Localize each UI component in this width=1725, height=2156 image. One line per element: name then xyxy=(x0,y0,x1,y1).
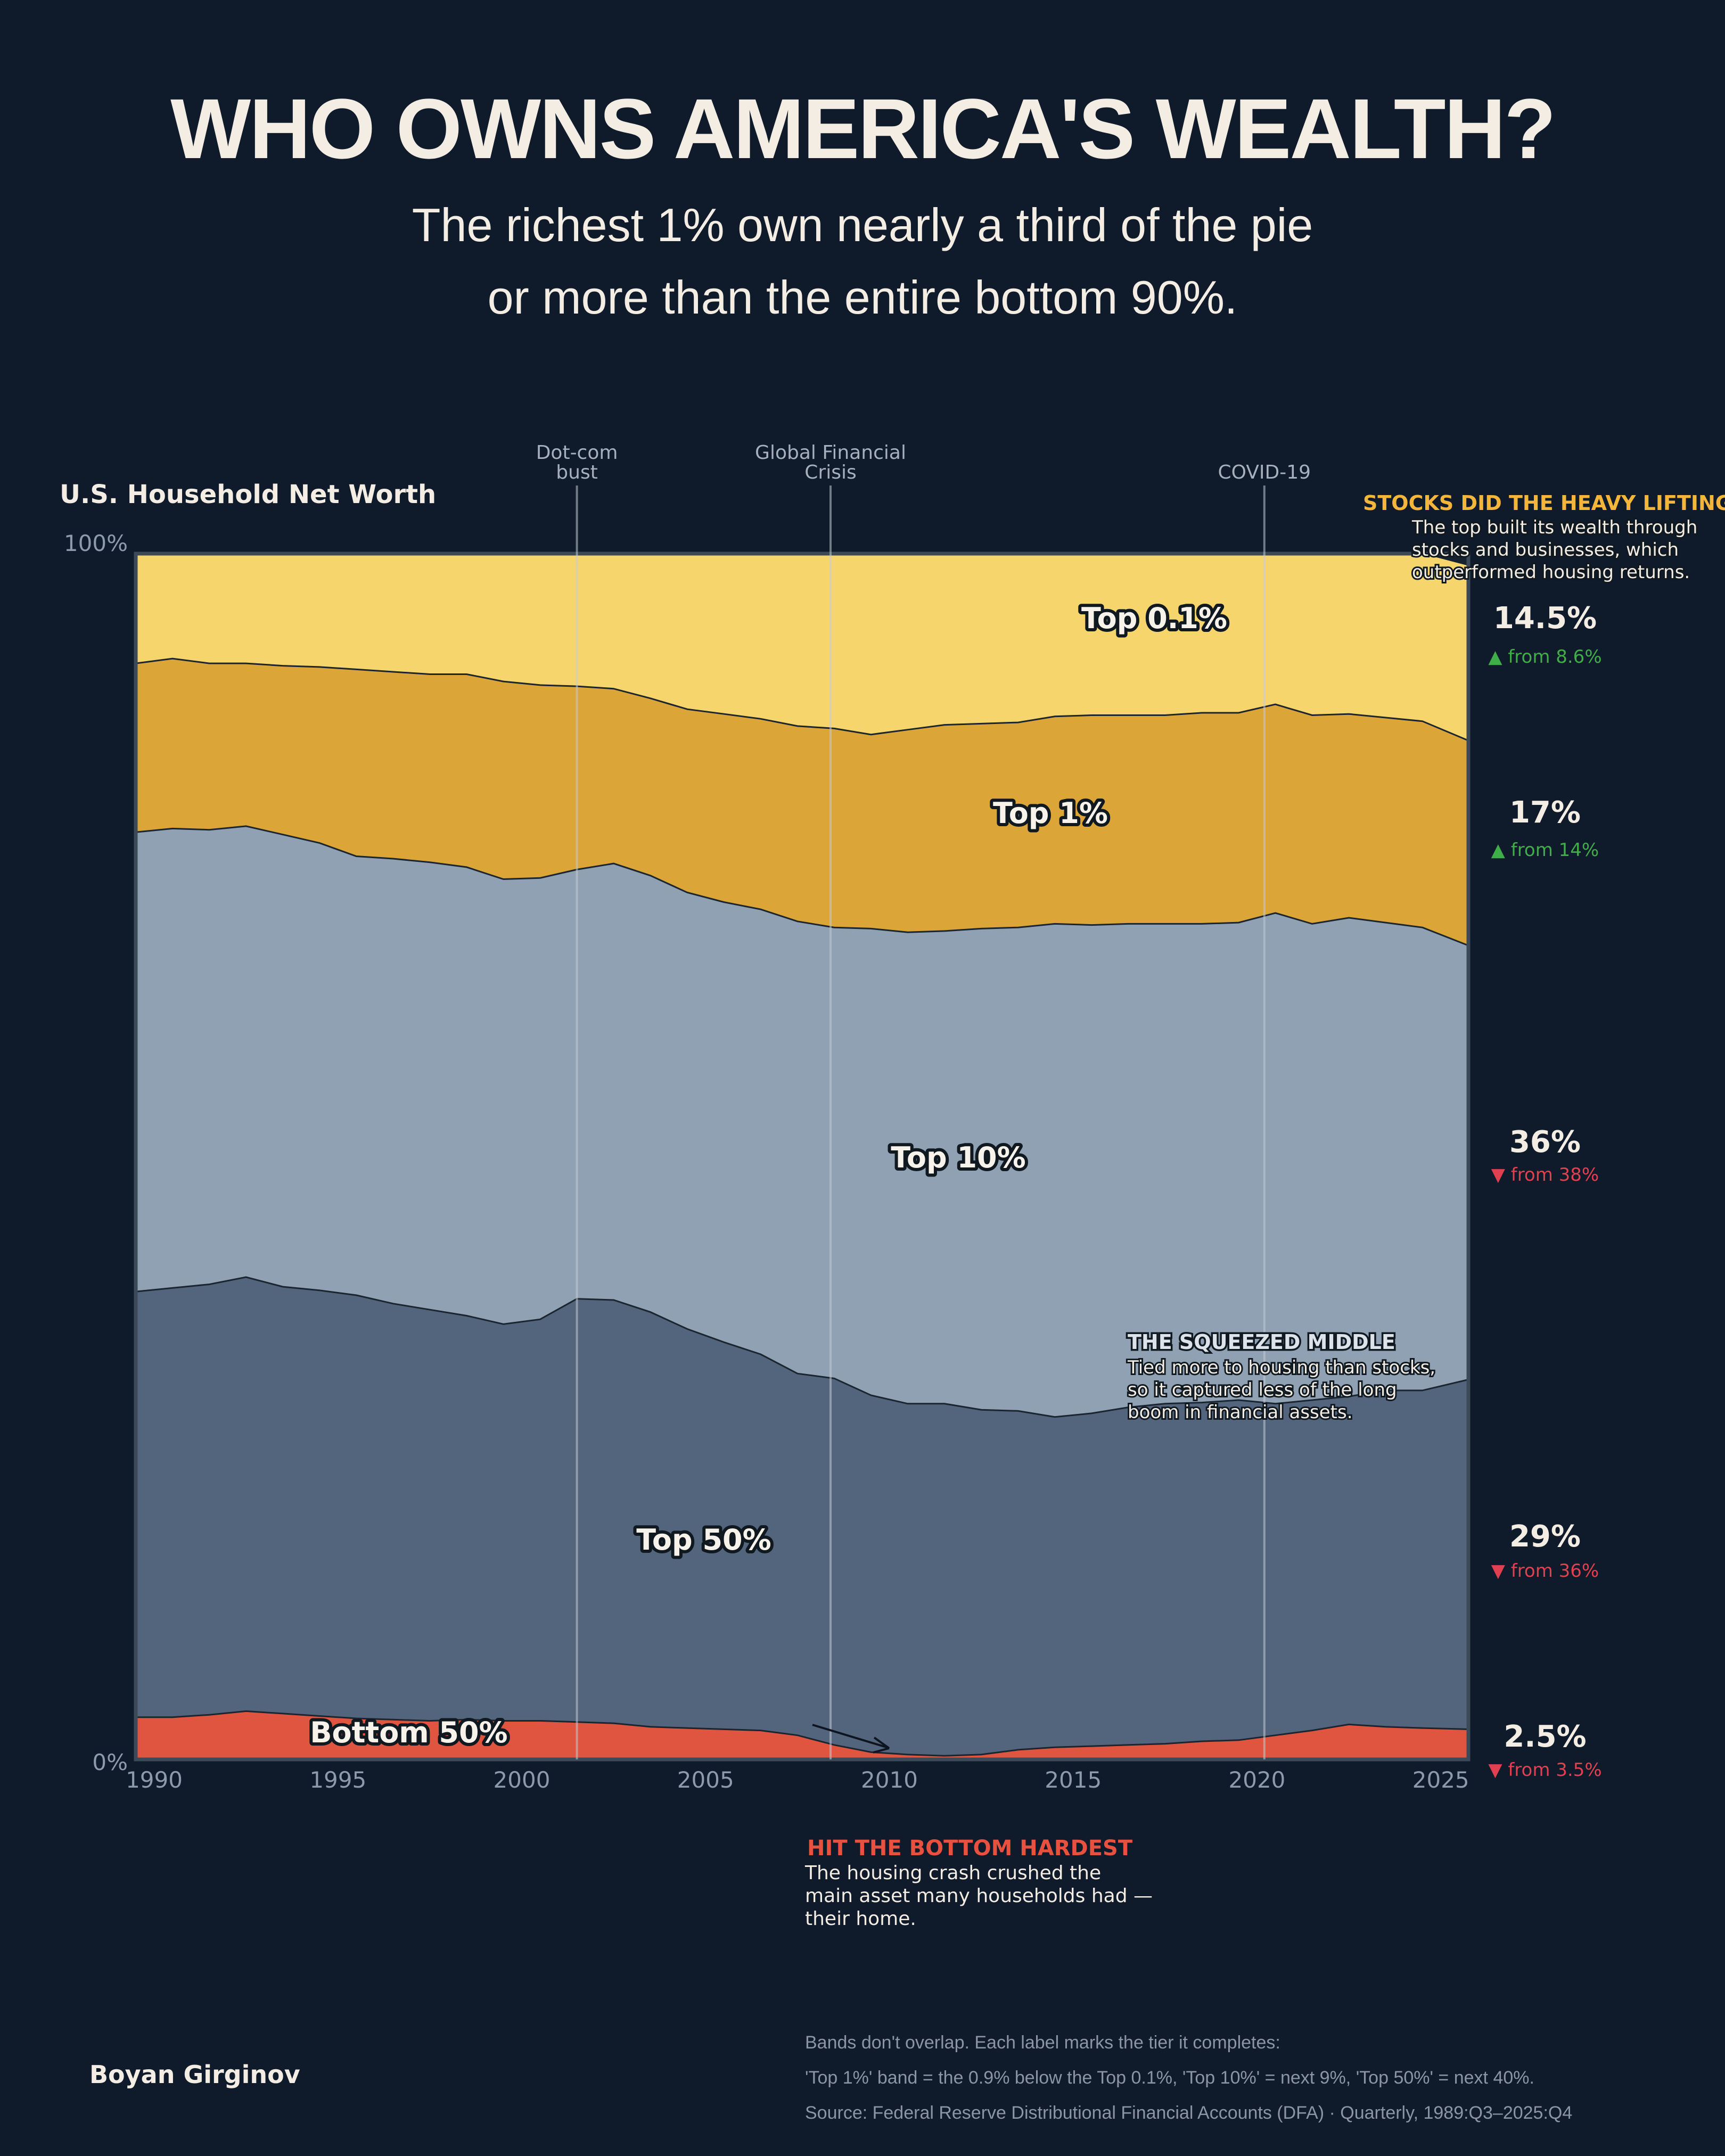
end-value-3: 29% xyxy=(1509,1519,1581,1554)
x-tick-label-2005: 2005 xyxy=(677,1767,734,1793)
stocks-annotation-line-1: stocks and businesses, which xyxy=(1412,539,1679,561)
annotation-arrow-head xyxy=(873,1737,890,1754)
band-boundary-line-3 xyxy=(135,657,1469,742)
middle-annotation-line-2: boom in financial assets. xyxy=(1128,1402,1353,1423)
end-change-0: ▲ from 8.6% xyxy=(1488,646,1601,668)
area-band-2 xyxy=(136,826,1468,1417)
x-tick-label-2010: 2010 xyxy=(861,1767,918,1793)
band-boundary-line-0 xyxy=(136,1710,1469,1757)
area-band-1 xyxy=(136,1277,1468,1756)
subtitle-line-2: or more than the entire bottom 90%. xyxy=(487,271,1238,324)
area-band-0 xyxy=(136,1711,1468,1759)
middle-annotation-line-0: Tied more to housing than stocks, xyxy=(1127,1357,1435,1378)
page-title: WHO OWNS AMERICA'S WEALTH? xyxy=(170,81,1556,176)
event-label-0-line1: Dot-com xyxy=(536,442,618,464)
annotation-arrow-line xyxy=(812,1724,889,1749)
chart-title: U.S. Household Net Worth xyxy=(60,480,436,509)
middle-annotation-title: THE SQUEEZED MIDDLE xyxy=(1128,1330,1395,1354)
stocks-annotation-line-0: The top built its wealth through xyxy=(1411,517,1697,538)
x-tick-label-2015: 2015 xyxy=(1045,1767,1102,1793)
bottom-annotation-line-1: main asset many households had — xyxy=(805,1885,1153,1907)
plot-frame xyxy=(134,552,1471,1762)
x-tick-label-2020: 2020 xyxy=(1229,1767,1286,1793)
event-label-1-line2: Crisis xyxy=(804,462,856,483)
bottom-annotation-line-2: their home. xyxy=(805,1908,916,1930)
band-label-2: Top 10% xyxy=(891,1141,1025,1174)
end-change-1: ▲ from 14% xyxy=(1491,840,1599,861)
end-change-2: ▼ from 38% xyxy=(1491,1164,1599,1186)
area-band-4 xyxy=(136,554,1468,741)
event-label-0-line2: bust xyxy=(556,462,598,483)
band-boundary-line-1 xyxy=(135,1276,1469,1418)
end-value-4: 2.5% xyxy=(1504,1719,1586,1754)
subtitle-line-1: The richest 1% own nearly a third of the… xyxy=(412,199,1313,251)
y-tick-label-bottom: 0% xyxy=(92,1749,128,1775)
x-tick-label-2000: 2000 xyxy=(494,1767,551,1793)
bottom-annotation-line-0: The housing crash crushed the xyxy=(804,1862,1101,1884)
end-value-0: 14.5% xyxy=(1493,601,1597,636)
event-label-2-line2: COVID-19 xyxy=(1218,462,1311,483)
author-credit: Boyan Girginov xyxy=(89,2060,300,2089)
stocks-annotation-line-2: outperformed housing returns. xyxy=(1412,562,1690,583)
middle-annotation-line-1: so it captured less of the long xyxy=(1128,1379,1397,1401)
band-label-4: Bottom 50% xyxy=(310,1716,507,1749)
band-boundary-line-2 xyxy=(135,825,1469,947)
source-note: Source: Federal Reserve Distributional F… xyxy=(805,2103,1573,2123)
footnote-line-2: 'Top 1%' band = the 0.9% below the Top 0… xyxy=(805,2068,1534,2088)
end-value-1: 17% xyxy=(1509,795,1581,830)
end-change-3: ▼ from 36% xyxy=(1491,1560,1599,1582)
bottom-annotation-title: HIT THE BOTTOM HARDEST xyxy=(807,1836,1133,1861)
x-tick-label-2025: 2025 xyxy=(1412,1767,1469,1793)
event-label-1-line1: Global Financial xyxy=(755,442,906,464)
area-band-3 xyxy=(136,659,1468,946)
band-label-3: Top 50% xyxy=(636,1523,771,1557)
end-change-4: ▼ from 3.5% xyxy=(1488,1759,1601,1781)
band-label-0: Top 0.1% xyxy=(1081,602,1227,635)
end-value-2: 36% xyxy=(1509,1125,1581,1159)
stocks-annotation-title: STOCKS DID THE HEAVY LIFTING xyxy=(1363,491,1725,515)
x-tick-label-1990: 1990 xyxy=(126,1767,183,1793)
footnote-line-1: Bands don't overlap. Each label marks th… xyxy=(805,2032,1280,2053)
x-tick-label-1995: 1995 xyxy=(309,1767,366,1793)
y-tick-label-top: 100% xyxy=(64,530,128,556)
band-label-1: Top 1% xyxy=(993,796,1108,830)
